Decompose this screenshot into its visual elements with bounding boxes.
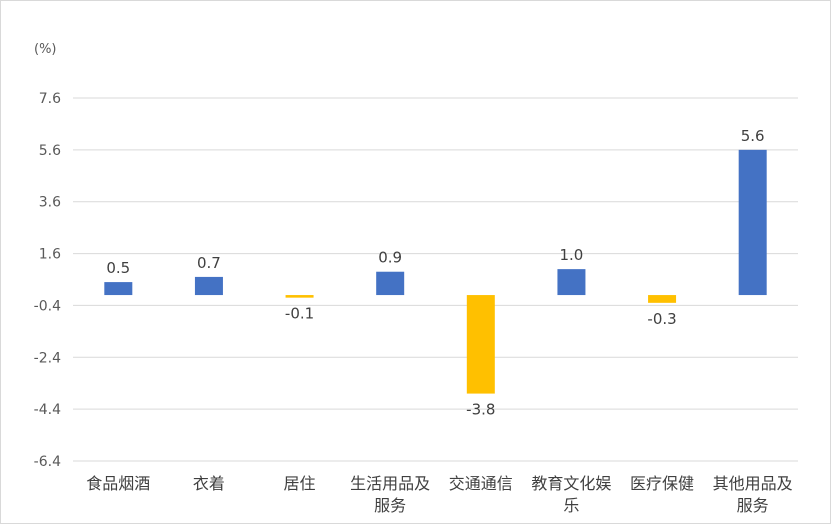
- y-axis-ticks: 7.6 5.6 3.6 1.6 -0.4 -2.4 -4.4 -6.4: [34, 91, 61, 470]
- data-label: 5.6: [741, 127, 765, 145]
- x-category-label: 服务: [737, 496, 769, 515]
- y-tick-label: 1.6: [39, 247, 61, 263]
- data-label: -3.8: [466, 401, 495, 419]
- x-category-label: 居住: [284, 474, 316, 493]
- gridlines: [73, 97, 798, 462]
- y-tick-label: -4.4: [34, 402, 61, 418]
- x-category-label: 交通通信: [449, 474, 513, 493]
- bar: [376, 271, 405, 296]
- data-label: 1.0: [560, 246, 584, 264]
- bar: [466, 295, 495, 394]
- y-tick-label: 7.6: [39, 91, 61, 107]
- y-tick-label: 3.6: [39, 195, 61, 211]
- x-category-label: 生活用品及: [350, 474, 430, 493]
- data-label: 0.7: [197, 254, 221, 272]
- data-label: 0.9: [378, 249, 402, 267]
- y-tick-label: -0.4: [34, 298, 61, 314]
- data-label: -0.3: [647, 310, 676, 328]
- y-tick-label: -2.4: [34, 350, 61, 366]
- x-category-label: 医疗保健: [630, 474, 694, 493]
- bar: [557, 269, 586, 296]
- x-category-label: 服务: [374, 496, 406, 515]
- y-tick-label: -6.4: [34, 454, 61, 470]
- x-category-label: 乐: [563, 496, 579, 515]
- bar: [285, 295, 314, 298]
- x-category-label: 教育文化娱: [531, 474, 611, 493]
- bar: [648, 295, 677, 303]
- x-category-label: 食品烟酒: [86, 474, 150, 493]
- x-category-label: 衣着: [193, 474, 225, 493]
- bar: [738, 149, 767, 296]
- y-tick-label: 5.6: [39, 143, 61, 159]
- data-labels: 0.5 0.7 -0.1 0.9 -3.8 1.0 -0.3 5.6: [106, 127, 764, 419]
- data-label: 0.5: [106, 259, 130, 277]
- data-label: -0.1: [285, 305, 314, 323]
- bar: [194, 276, 223, 296]
- bars: [104, 149, 767, 394]
- bar: [104, 282, 133, 296]
- y-unit-label: (%): [34, 42, 57, 57]
- x-category-label: 其他用品及: [713, 474, 793, 493]
